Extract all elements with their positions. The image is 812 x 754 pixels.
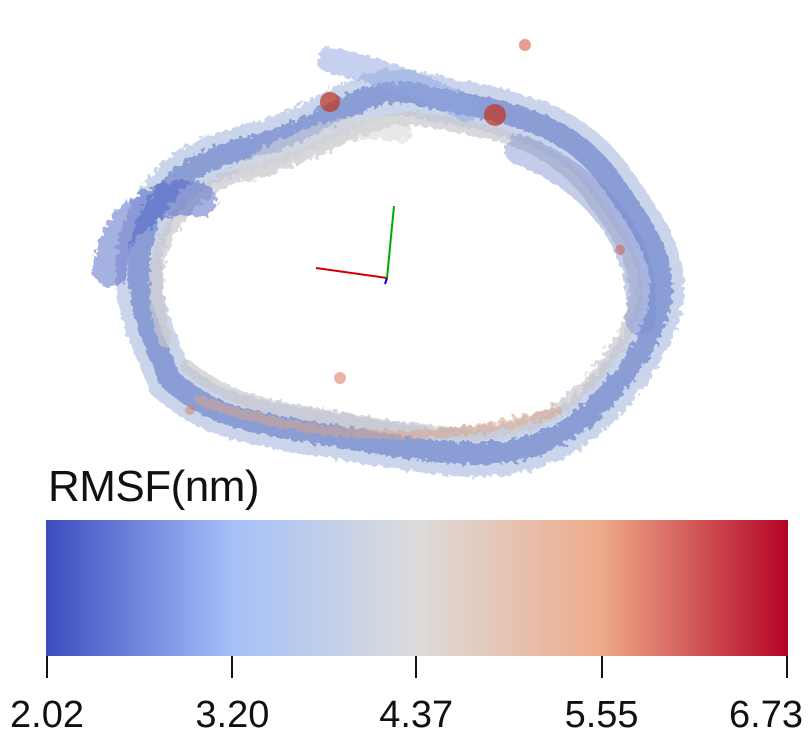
tick-label: 4.37 bbox=[379, 694, 454, 736]
tick-label: 2.02 bbox=[10, 694, 84, 736]
tick-mark bbox=[786, 656, 788, 678]
tick-mark bbox=[600, 656, 603, 678]
tick-label: 3.20 bbox=[195, 694, 270, 736]
colorbar-gradient bbox=[46, 520, 788, 656]
high-rmsf-spots bbox=[185, 39, 625, 415]
axes-gizmo bbox=[315, 205, 395, 285]
protein-ring-structure bbox=[93, 39, 685, 477]
colorbar-title: RMSF(nm) bbox=[48, 462, 260, 511]
tick-label: 5.55 bbox=[564, 694, 639, 736]
colorbar-ticks: 2.02 3.20 4.37 5.55 6.73 bbox=[0, 656, 812, 754]
tick-mark bbox=[415, 656, 418, 678]
ring-bands bbox=[93, 47, 685, 477]
tick-mark bbox=[46, 656, 48, 678]
tick-mark bbox=[231, 656, 234, 678]
tick-label: 6.73 bbox=[729, 694, 803, 736]
